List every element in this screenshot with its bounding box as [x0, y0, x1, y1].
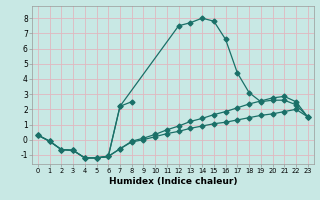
X-axis label: Humidex (Indice chaleur): Humidex (Indice chaleur) — [108, 177, 237, 186]
